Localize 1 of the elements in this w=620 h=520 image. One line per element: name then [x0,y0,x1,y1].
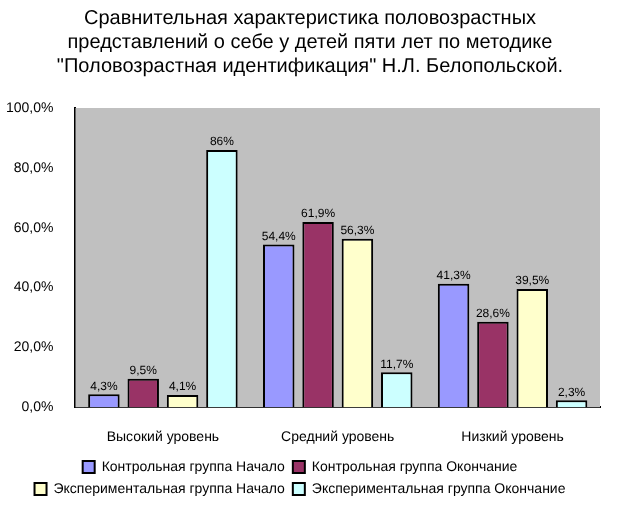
chart-title: Сравнительная характеристика половозрастных представлений о себе у детей пяти лет по методике "Половозрастная идентификация" Н.Л. Белопольской. [54,6,566,82]
